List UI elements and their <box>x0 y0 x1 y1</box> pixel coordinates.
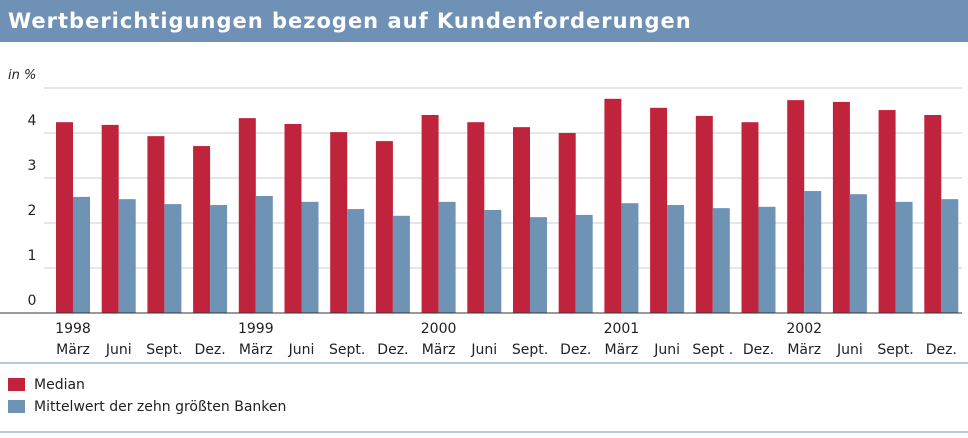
x-tick-label: Juni <box>288 342 315 358</box>
bar <box>530 217 547 313</box>
legend-label: Mittelwert der zehn größten Banken <box>34 399 286 415</box>
x-tick-label: Dez. <box>560 342 591 358</box>
x-tick-label: Sept. <box>329 342 365 358</box>
bar <box>741 122 759 313</box>
x-tick-label: Dez. <box>743 342 774 358</box>
legend-swatch <box>8 378 25 391</box>
bar <box>712 208 730 313</box>
y-tick-label: 4 <box>28 113 37 129</box>
bar <box>255 196 273 313</box>
title-bar <box>0 0 968 42</box>
bar <box>301 201 319 313</box>
legend-swatch <box>8 400 25 413</box>
x-tick-label: Dez. <box>377 342 408 358</box>
y-tick-label: 1 <box>28 248 37 264</box>
x-tick-label: Juni <box>470 342 497 358</box>
bar <box>421 115 439 313</box>
bar <box>513 127 530 314</box>
x-tick-label: Dez. <box>926 342 957 358</box>
bar <box>467 122 485 313</box>
year-label: 2001 <box>604 321 640 337</box>
bar <box>621 203 639 313</box>
x-tick-label: Sept. <box>146 342 182 358</box>
y-unit: in % <box>8 68 36 83</box>
bar <box>695 115 713 314</box>
bar <box>392 215 410 313</box>
bar <box>484 209 502 313</box>
bar <box>849 194 867 313</box>
x-tick-label: März <box>56 342 90 358</box>
bar <box>347 209 365 313</box>
chart-title: Wertberichtigungen bezogen auf Kundenfor… <box>8 9 692 33</box>
x-tick-label: März <box>422 342 456 358</box>
bar <box>238 118 256 314</box>
x-tick-label: Juni <box>836 342 863 358</box>
bar <box>575 214 593 313</box>
bar <box>193 146 211 313</box>
x-tick-label: Dez. <box>194 342 225 358</box>
y-tick-label: 2 <box>28 203 37 219</box>
x-tick-label: Sept. <box>512 342 548 358</box>
x-tick-label: März <box>239 342 273 358</box>
year-label: 2000 <box>421 321 457 337</box>
bar <box>924 115 942 313</box>
bar <box>73 196 90 313</box>
bar <box>667 205 685 313</box>
bar <box>284 124 302 313</box>
y-tick-label: 3 <box>28 158 37 174</box>
bar <box>558 133 576 313</box>
bar <box>56 122 73 313</box>
bar <box>650 107 668 313</box>
bar <box>118 199 136 313</box>
bar <box>210 205 228 313</box>
bar <box>164 204 182 313</box>
year-label: 1999 <box>238 321 274 337</box>
bar <box>438 201 456 313</box>
bar <box>375 141 393 313</box>
legend-label: Median <box>34 377 85 393</box>
year-label: 1998 <box>55 321 91 337</box>
y-tick-label: 0 <box>28 293 37 309</box>
bar <box>804 191 822 313</box>
x-tick-label: März <box>787 342 821 358</box>
bar <box>330 132 348 313</box>
bar <box>832 101 850 313</box>
x-tick-label: Juni <box>653 342 680 358</box>
bar <box>787 100 805 314</box>
bar <box>941 199 959 313</box>
bar <box>758 206 776 313</box>
x-tick-label: Sept . <box>692 342 733 358</box>
x-tick-label: März <box>605 342 639 358</box>
bar <box>895 201 913 313</box>
year-label: 2002 <box>786 321 822 337</box>
bar <box>604 98 622 313</box>
bar <box>101 124 119 314</box>
x-tick-label: Sept. <box>877 342 913 358</box>
bar <box>878 110 896 313</box>
x-tick-label: Juni <box>105 342 132 358</box>
bar <box>147 136 165 313</box>
